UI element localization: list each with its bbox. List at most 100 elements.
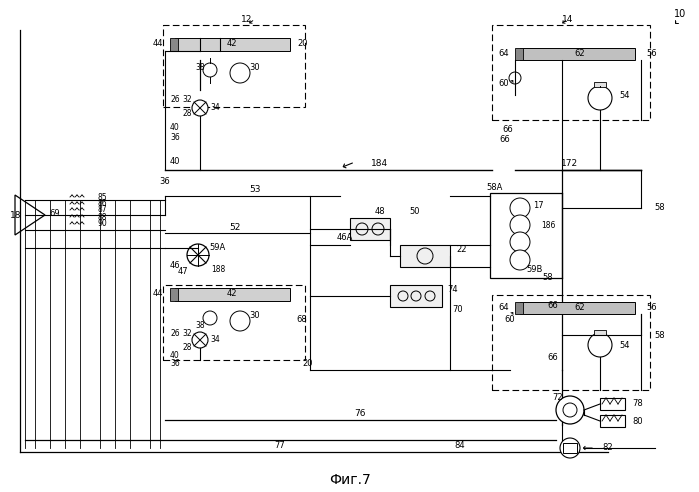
- Circle shape: [417, 248, 433, 264]
- Circle shape: [510, 198, 530, 218]
- Bar: [163, 25, 305, 107]
- Text: 68: 68: [296, 315, 308, 325]
- Bar: [600, 398, 625, 410]
- Text: 62: 62: [575, 304, 585, 312]
- Text: 85: 85: [98, 192, 108, 202]
- Text: 30: 30: [250, 63, 260, 72]
- Text: 32: 32: [182, 95, 192, 104]
- Text: 56: 56: [647, 304, 657, 312]
- Text: 36: 36: [170, 133, 180, 143]
- Text: 32: 32: [182, 329, 192, 338]
- Circle shape: [588, 333, 612, 357]
- Text: 20: 20: [298, 38, 308, 48]
- Text: 30: 30: [250, 311, 260, 320]
- Circle shape: [556, 396, 584, 424]
- Text: 28: 28: [182, 342, 192, 351]
- Bar: [175, 38, 290, 51]
- Text: 60: 60: [498, 80, 510, 89]
- Text: 44: 44: [153, 288, 164, 298]
- Text: 86: 86: [98, 199, 108, 209]
- Circle shape: [510, 215, 530, 235]
- Text: 84: 84: [454, 440, 466, 450]
- Circle shape: [563, 403, 577, 417]
- Text: 50: 50: [410, 208, 420, 216]
- Text: 53: 53: [250, 185, 261, 194]
- Text: 58: 58: [655, 204, 665, 213]
- Circle shape: [192, 332, 208, 348]
- Text: 66: 66: [547, 301, 559, 309]
- Bar: [594, 330, 606, 335]
- Circle shape: [203, 63, 217, 77]
- Text: 46: 46: [170, 260, 180, 270]
- Text: 42: 42: [226, 39, 237, 49]
- Text: 66: 66: [547, 353, 559, 363]
- Circle shape: [356, 223, 368, 235]
- Text: 188: 188: [211, 266, 225, 275]
- Text: 12: 12: [241, 14, 252, 24]
- Text: 18: 18: [10, 211, 22, 219]
- Bar: [175, 288, 290, 301]
- Text: 36: 36: [170, 359, 180, 368]
- Bar: [594, 82, 606, 87]
- Circle shape: [560, 438, 580, 458]
- Text: 60: 60: [505, 315, 515, 325]
- Text: 80: 80: [633, 417, 643, 426]
- Text: 56: 56: [647, 49, 657, 58]
- Circle shape: [372, 223, 384, 235]
- Bar: [490, 193, 562, 278]
- Text: 28: 28: [182, 109, 192, 118]
- Text: 90: 90: [98, 219, 108, 228]
- Text: 26: 26: [170, 329, 180, 338]
- Text: 40: 40: [170, 350, 180, 360]
- Text: 66: 66: [503, 125, 513, 134]
- Text: 77: 77: [275, 440, 285, 450]
- Bar: [520, 302, 635, 314]
- Text: 54: 54: [620, 340, 630, 349]
- Bar: [515, 48, 523, 60]
- Bar: [350, 218, 390, 240]
- Text: 78: 78: [633, 400, 643, 408]
- Text: 58A: 58A: [487, 184, 503, 192]
- Text: 34: 34: [210, 103, 220, 113]
- Text: 17: 17: [533, 201, 543, 210]
- Bar: [515, 302, 523, 314]
- Bar: [600, 415, 625, 427]
- Text: 14: 14: [562, 14, 574, 24]
- Circle shape: [510, 250, 530, 270]
- Circle shape: [425, 291, 435, 301]
- Text: 72: 72: [553, 394, 563, 402]
- Text: 70: 70: [453, 306, 463, 314]
- Text: 76: 76: [354, 409, 366, 419]
- Bar: [390, 285, 442, 307]
- Text: 42: 42: [226, 289, 237, 299]
- Text: 34: 34: [210, 336, 220, 344]
- Circle shape: [510, 232, 530, 252]
- Text: 52: 52: [229, 222, 240, 232]
- Text: 38: 38: [195, 62, 205, 71]
- Text: 184: 184: [371, 158, 389, 167]
- Circle shape: [192, 100, 208, 116]
- Text: 87: 87: [98, 206, 108, 215]
- Circle shape: [203, 311, 217, 325]
- Circle shape: [411, 291, 421, 301]
- Text: 64: 64: [498, 49, 510, 58]
- Text: 40: 40: [170, 157, 180, 166]
- Text: 20: 20: [303, 359, 313, 368]
- Circle shape: [230, 311, 250, 331]
- Text: 36: 36: [159, 178, 171, 186]
- Text: 40: 40: [170, 123, 180, 132]
- Text: 54: 54: [620, 91, 630, 99]
- Text: 186: 186: [541, 220, 555, 229]
- Text: 74: 74: [447, 285, 459, 295]
- Text: 44: 44: [153, 38, 164, 48]
- Text: 46A: 46A: [337, 234, 353, 243]
- Bar: [170, 288, 178, 301]
- Text: 59B: 59B: [527, 266, 543, 275]
- Bar: [492, 25, 650, 120]
- Circle shape: [187, 244, 209, 266]
- Text: 172: 172: [561, 158, 579, 167]
- Circle shape: [398, 291, 408, 301]
- Text: 26: 26: [170, 95, 180, 104]
- Text: Фиг.7: Фиг.7: [329, 473, 371, 487]
- Bar: [170, 38, 178, 51]
